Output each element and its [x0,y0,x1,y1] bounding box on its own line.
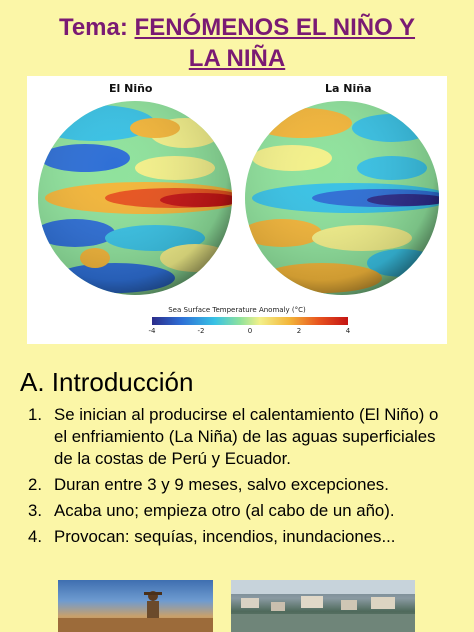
la-nina-globe [245,101,439,295]
el-nino-label: El Niño [109,82,153,95]
la-nina-label: La Niña [325,82,372,95]
list-item-number: 2. [28,475,42,494]
title-line1: FENÓMENOS EL NIÑO Y [134,14,416,41]
el-nino-globe [38,101,232,295]
page-title: Tema: FENÓMENOS EL NIÑO Y LA NIÑA [0,12,474,74]
list-item-text: Provocan: sequías, incendios, inundacion… [54,527,396,546]
color-scale-bar [152,317,348,325]
list-item-number: 4. [28,527,42,546]
section-heading: A. Introducción [20,367,194,397]
tick-label: 0 [247,327,253,335]
list-item: 4. Provocan: sequías, incendios, inundac… [28,526,448,548]
intro-list: 1. Se inician al producirse el calentami… [28,404,448,552]
list-item-text: Duran entre 3 y 9 meses, salvo excepcion… [54,475,389,494]
tick-label: -2 [197,327,205,335]
legend-title: Sea Surface Temperature Anomaly (°C) [168,306,306,314]
title-line2: LA NIÑA [188,45,286,72]
drought-photo [58,580,213,632]
tick-label: 2 [296,327,302,335]
list-item-number: 3. [28,501,42,520]
list-item: 3. Acaba uno; empieza otro (al cabo de u… [28,500,448,522]
list-item-number: 1. [28,405,42,424]
list-item: 2. Duran entre 3 y 9 meses, salvo excepc… [28,474,448,496]
tick-label: 4 [345,327,351,335]
list-item-text: Se inician al producirse el calentamient… [54,405,439,468]
flood-photo [231,580,415,632]
title-prefix: Tema: [58,14,128,41]
sst-anomaly-figure: El Niño La Niña [27,76,447,344]
tick-label: -4 [148,327,156,335]
list-item: 1. Se inician al producirse el calentami… [28,404,448,470]
list-item-text: Acaba uno; empieza otro (al cabo de un a… [54,501,395,520]
